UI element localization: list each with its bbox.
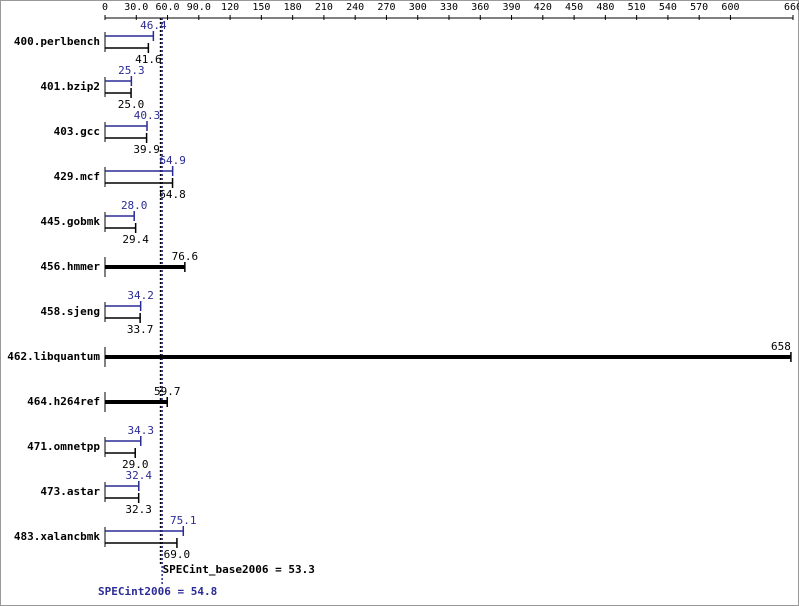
x-tick-label: 210	[315, 2, 333, 13]
value-label: 658	[771, 340, 791, 353]
reference-label: SPECint_base2006 = 53.3	[163, 563, 315, 576]
category-label: 429.mcf	[54, 170, 100, 183]
category-label: 403.gcc	[54, 125, 100, 138]
x-tick-label: 450	[565, 2, 583, 13]
x-tick-label: 60.0	[155, 2, 179, 13]
category-label: 445.gobmk	[40, 215, 100, 228]
x-tick-label: 30.0	[124, 2, 148, 13]
value-label: 59.7	[154, 385, 181, 398]
category-label: 458.sjeng	[40, 305, 100, 318]
x-tick-label: 240	[346, 2, 364, 13]
x-tick-label: 120	[221, 2, 239, 13]
value-label: 46.4	[140, 19, 167, 32]
value-label: 64.8	[159, 188, 186, 201]
value-label: 34.3	[128, 424, 155, 437]
value-label: 69.0	[164, 548, 191, 561]
x-tick-label: 600	[721, 2, 739, 13]
x-tick-label: 540	[659, 2, 677, 13]
value-label: 32.3	[125, 503, 152, 516]
x-tick-label: 390	[503, 2, 521, 13]
value-label: 25.0	[118, 98, 145, 111]
x-tick-label: 180	[284, 2, 302, 13]
value-label: 33.7	[127, 323, 154, 336]
value-label: 76.6	[172, 250, 199, 263]
x-tick-label: 330	[440, 2, 458, 13]
x-tick-label: 480	[596, 2, 614, 13]
value-label: 39.9	[133, 143, 160, 156]
x-tick-label: 360	[471, 2, 489, 13]
value-label: 41.6	[135, 53, 162, 66]
value-label: 64.9	[159, 154, 186, 167]
x-tick-label: 90.0	[187, 2, 211, 13]
category-label: 400.perlbench	[14, 35, 100, 48]
value-label: 25.3	[118, 64, 145, 77]
value-label: 75.1	[170, 514, 197, 527]
value-label: 32.4	[126, 469, 153, 482]
x-tick-label: 570	[690, 2, 708, 13]
reference-label: SPECint2006 = 54.8	[98, 585, 217, 598]
category-label: 473.astar	[40, 485, 100, 498]
x-tick-label: 300	[409, 2, 427, 13]
x-tick-label: 660	[784, 2, 799, 13]
value-label: 28.0	[121, 199, 148, 212]
x-tick-label: 270	[377, 2, 395, 13]
value-label: 40.3	[134, 109, 161, 122]
x-tick-label: 420	[534, 2, 552, 13]
x-tick-label: 510	[628, 2, 646, 13]
category-label: 456.hmmer	[40, 260, 100, 273]
x-tick-label: 150	[252, 2, 270, 13]
category-label: 471.omnetpp	[27, 440, 100, 453]
category-label: 401.bzip2	[40, 80, 100, 93]
value-label: 29.0	[122, 458, 149, 471]
category-label: 462.libquantum	[7, 350, 100, 363]
value-label: 29.4	[122, 233, 149, 246]
category-label: 483.xalancbmk	[14, 530, 100, 543]
value-label: 34.2	[127, 289, 154, 302]
x-tick-label: 0	[102, 2, 108, 13]
category-label: 464.h264ref	[27, 395, 100, 408]
